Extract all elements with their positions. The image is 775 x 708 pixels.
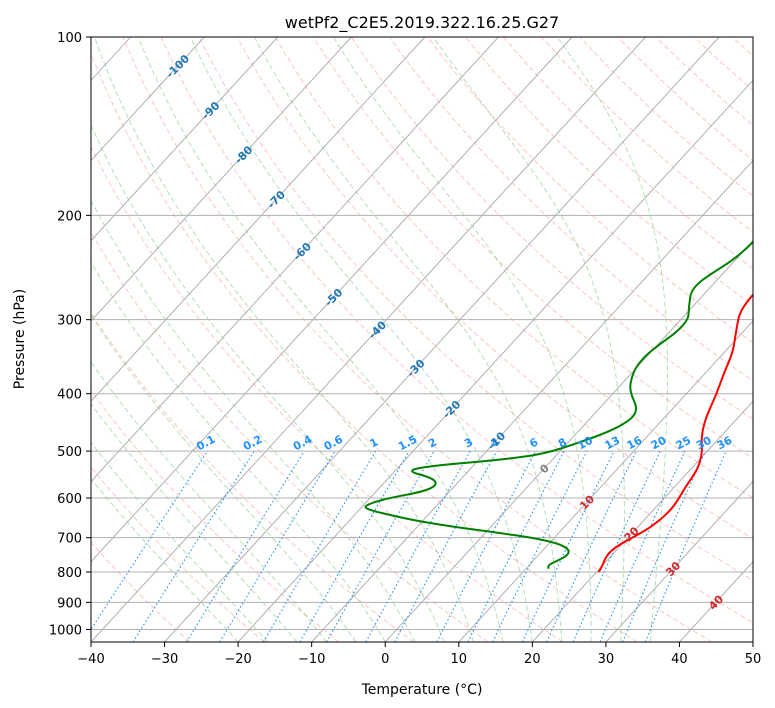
- mixing-ratio-label: 16: [625, 433, 645, 452]
- x-tick-label: −30: [151, 652, 178, 667]
- y-tick-label: 300: [57, 314, 82, 329]
- mixing-ratio-line: [467, 450, 565, 642]
- mixing-ratio-label: 20: [649, 434, 669, 453]
- dry-adiabat: [388, 37, 753, 382]
- moist-adiabat: [91, 124, 445, 642]
- dry-adiabat: [91, 466, 265, 642]
- y-tick-label: 400: [57, 388, 82, 403]
- x-tick-label: 40: [671, 652, 688, 667]
- dry-adiabat: [91, 51, 638, 642]
- y-tick-label: 100: [57, 31, 82, 46]
- isotherm-line: [91, 37, 352, 322]
- dry-adiabat: [91, 311, 414, 642]
- mixing-ratio-line: [644, 450, 727, 642]
- moist-adiabat: [137, 37, 504, 642]
- x-tick-label: −20: [224, 652, 251, 667]
- isotherm-line: [91, 37, 499, 483]
- dry-adiabat: [160, 37, 753, 624]
- mixing-ratio-label: 36: [715, 434, 735, 453]
- isotherm-line: [91, 37, 426, 403]
- x-tick-label: −40: [77, 652, 104, 667]
- y-tick-label: 600: [57, 492, 82, 507]
- moist-adiabat: [432, 37, 625, 642]
- dry-adiabat: [236, 37, 753, 540]
- x-tick-label: 30: [598, 652, 615, 667]
- moist-adiabat: [91, 441, 268, 642]
- dry-adiabat: [122, 37, 713, 642]
- y-axis-label: Pressure (hPa): [12, 289, 28, 389]
- mixing-ratio-label: 30: [694, 434, 714, 453]
- background-lines: [91, 37, 753, 642]
- moist-adiabat: [556, 37, 668, 642]
- x-tick-label: 20: [524, 652, 541, 667]
- mixing-ratio-line: [622, 450, 706, 642]
- x-axis-label: Temperature (°C): [361, 682, 483, 698]
- isotherm-line: [237, 79, 753, 642]
- isotherm-line: [384, 240, 753, 642]
- dry-adiabat: [350, 37, 753, 420]
- x-tick-label: 50: [745, 652, 762, 667]
- moist-adiabat: [91, 478, 239, 642]
- y-tick-label: 700: [57, 532, 82, 547]
- data-lines: [364, 240, 753, 573]
- mixing-ratio-line: [599, 450, 686, 642]
- isotherm-line: [311, 159, 753, 642]
- y-tick-label: 200: [57, 209, 82, 224]
- isotherm-line: [605, 480, 753, 642]
- mixing-ratio-line: [219, 450, 336, 642]
- moist-adiabat: [190, 37, 533, 642]
- mixing-ratio-line: [394, 450, 498, 642]
- mixing-ratio-label: 10: [575, 434, 595, 453]
- plot-frame: [90, 36, 754, 643]
- y-tick-label: 500: [57, 445, 82, 460]
- dry-adiabat: [91, 145, 563, 642]
- mixing-ratio-line: [132, 450, 255, 642]
- mixing-ratio-line: [186, 450, 305, 642]
- y-tick-label: 1000: [49, 623, 82, 638]
- x-axis: −40 −30 −20 −10 0 10 20 30 40 50: [77, 642, 761, 667]
- mixing-ratio-line: [492, 450, 588, 642]
- isotherm-line: [91, 37, 279, 242]
- isotherm-line: [91, 37, 646, 642]
- moist-adiabat: [91, 403, 298, 642]
- y-axis: 100 200 300 400 500 600 700 800 900 1000: [49, 31, 91, 638]
- mixing-ratio-line: [365, 450, 471, 642]
- isotherm-line: [91, 37, 573, 563]
- mixing-ratio-label: 25: [674, 434, 694, 453]
- isotherm-line: [91, 37, 205, 162]
- mixing-ratio-line: [91, 450, 209, 631]
- dry-adiabat: [274, 37, 753, 499]
- isotherm-line: [164, 37, 720, 642]
- x-tick-label: 0: [381, 652, 389, 667]
- moist-adiabat: [332, 37, 592, 642]
- dry-adiabat: [312, 37, 753, 460]
- y-tick-label: 800: [57, 566, 82, 581]
- moist-adiabat: [91, 314, 357, 642]
- moist-adiabat: [91, 261, 386, 642]
- mixing-ratio-label: 13: [603, 434, 623, 453]
- dewpoint-profile-line: [364, 240, 753, 570]
- temperature-profile-line: [597, 293, 753, 573]
- y-tick-label: 900: [57, 596, 82, 611]
- dry-adiabat: [465, 37, 753, 306]
- moist-adiabat: [253, 37, 563, 642]
- x-tick-label: 10: [451, 652, 468, 667]
- chart-title: wetPf2_C2E5.2019.322.16.25.G27: [285, 13, 559, 33]
- moist-adiabat: [94, 37, 474, 642]
- x-tick-label: −10: [298, 652, 325, 667]
- dry-adiabat: [198, 37, 753, 581]
